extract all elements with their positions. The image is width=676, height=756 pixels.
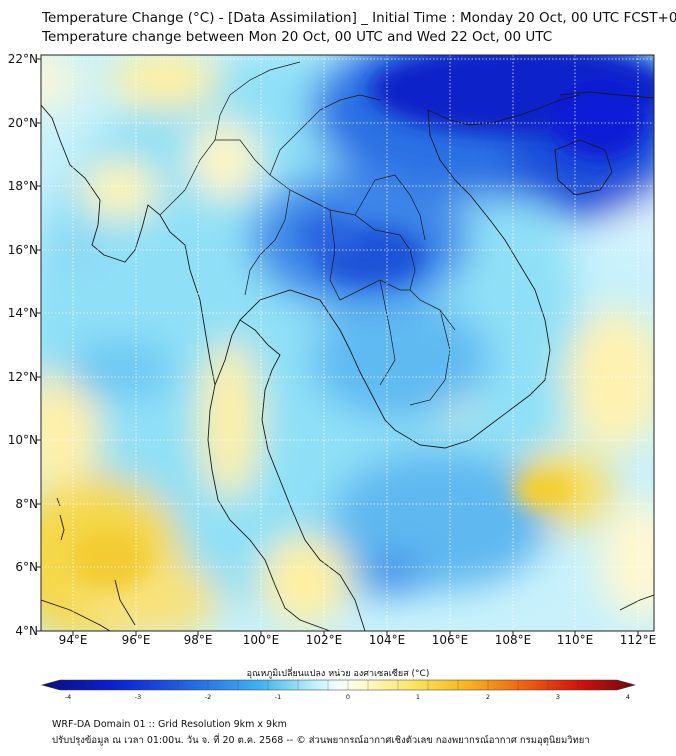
lat-tick-label: 20°N [8,116,38,130]
lat-tick-label: 14°N [8,306,38,320]
lon-tick-label: 104°E [369,633,406,647]
colorbar-tick-label: 4 [626,693,630,701]
lat-tick-label: 16°N [8,243,38,257]
colorbar-title: อุณหภูมิเปลี่ยนแปลง หน่วย องศาเซลเซียส (… [246,669,430,679]
colorbar-tick-label: -1 [275,693,281,701]
lat-tick-labels: 4°N 6°N 8°N 10°N 12°N 14°N 16°N 18°N 20°… [8,52,38,638]
lon-tick-label: 98°E [184,633,213,647]
footer-credits: ปรับปรุงข้อมูล ณ เวลา 01:00น. วัน จ. ที่… [52,735,590,746]
temperature-field [41,55,654,631]
lat-tick-label: 22°N [8,52,38,66]
colorbar-tick-label: 3 [556,693,560,701]
lat-tick-label: 8°N [15,497,38,511]
chart-subtitle: Temperature change between Mon 20 Oct, 0… [42,29,553,45]
colorbar: -4 -3 -2 -1 0 1 2 3 4 [40,679,637,701]
lat-tick-label: 6°N [15,560,38,574]
colorbar-tick-labels: -4 -3 -2 -1 0 1 2 3 4 [65,693,630,701]
colorbar-tick-label: -2 [205,693,211,701]
colorbar-tick-label: -3 [135,693,141,701]
graticule [41,55,654,631]
map-frame [40,54,655,632]
colorbar-tick-label: 2 [486,693,490,701]
lon-tick-label: 108°E [495,633,532,647]
lat-tick-label: 12°N [8,370,38,384]
colorbar-dividers [87,680,609,690]
colorbar-tick-label: -4 [65,693,71,701]
lon-tick-label: 112°E [620,633,657,647]
lon-tick-label: 94°E [59,633,88,647]
chart-title: Temperature Change (°C) - [Data Assimila… [42,10,676,26]
lat-tick-label: 18°N [8,179,38,193]
coastlines [41,61,654,631]
lon-tick-labels: 94°E 96°E 98°E 100°E 102°E 104°E 106°E 1… [59,633,657,647]
colorbar-bar [40,679,637,691]
lon-tick-label: 110°E [557,633,594,647]
lat-tick-label: 4°N [15,624,38,638]
footer-model-info: WRF-DA Domain 01 :: Grid Resolution 9km … [52,719,287,730]
lat-tick-label: 10°N [8,433,38,447]
colorbar-tick-label: 1 [416,693,420,701]
lon-tick-label: 106°E [432,633,469,647]
lon-tick-label: 100°E [243,633,280,647]
lon-tick-label: 102°E [306,633,343,647]
tick-marks [36,58,639,636]
lon-tick-label: 96°E [122,633,151,647]
colorbar-tick-label: 0 [346,693,350,701]
